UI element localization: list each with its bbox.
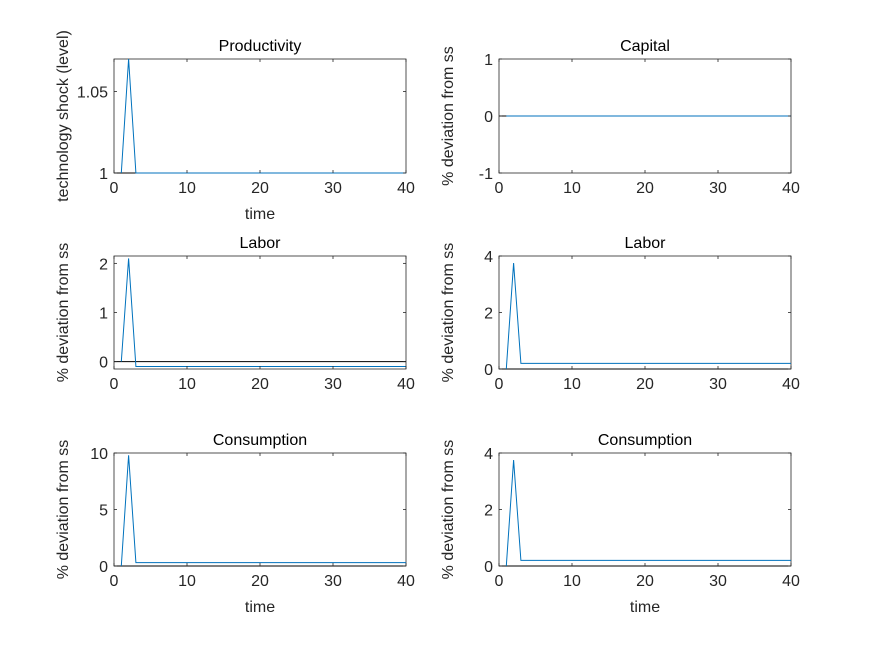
y-tick-label: 10 — [90, 446, 108, 463]
x-tick-label: 10 — [563, 573, 581, 590]
y-tick-label: 4 — [484, 249, 493, 266]
x-tick-label: 30 — [324, 573, 342, 590]
y-tick-label: 2 — [99, 256, 108, 273]
series-line-1 — [120, 455, 406, 567]
x-tick-label: 30 — [709, 180, 727, 197]
x-tick-label: 0 — [110, 573, 119, 590]
series-line-1 — [505, 263, 791, 370]
y-tick-label: 2 — [484, 306, 493, 323]
subplot-title: Labor — [625, 235, 667, 252]
subplot-title: Labor — [240, 235, 282, 252]
axes-box — [113, 452, 407, 567]
x-tick-label: 10 — [563, 376, 581, 393]
x-tick-label: 40 — [782, 573, 800, 590]
y-tick-label: 1 — [99, 306, 108, 323]
y-axis-label: technology shock (level) — [55, 30, 72, 202]
y-axis-label: % deviation from ss — [440, 440, 457, 580]
subplot-3: 0 10 20 30 40 0 1 2 Labor % deviation from ss — [55, 235, 415, 393]
subplot-title: Productivity — [219, 38, 302, 55]
x-axis-label: time — [245, 206, 275, 223]
x-tick-label: 0 — [110, 180, 119, 197]
x-tick-label: 40 — [782, 180, 800, 197]
series-line-1 — [505, 460, 791, 567]
y-tick-label: 0 — [484, 109, 493, 126]
x-tick-label: 20 — [251, 573, 269, 590]
y-tick-label: 0 — [99, 559, 108, 576]
x-tick-label: 30 — [324, 180, 342, 197]
x-tick-label: 30 — [324, 376, 342, 393]
subplot-title: Capital — [620, 38, 670, 55]
x-tick-label: 10 — [178, 180, 196, 197]
subplot-4: 0 10 20 30 40 0 2 4 Labor % deviation from ss — [440, 235, 800, 393]
x-tick-label: 30 — [709, 376, 727, 393]
x-tick-label: 0 — [495, 573, 504, 590]
x-tick-label: 40 — [397, 376, 415, 393]
y-tick-label: 4 — [484, 446, 493, 463]
y-tick-label: -1 — [479, 166, 493, 183]
y-axis-label: % deviation from ss — [55, 243, 72, 383]
x-tick-label: 20 — [251, 376, 269, 393]
subplot-6: 0 10 20 30 40 0 2 4 Consumption time % deviation f… — [440, 432, 800, 616]
y-axis-label: % deviation from ss — [440, 46, 457, 186]
series-line-1 — [120, 58, 406, 174]
y-tick-label: 1.05 — [77, 85, 108, 102]
y-tick-label: 1 — [99, 166, 108, 183]
axes-box — [498, 255, 792, 370]
subplot-5: 0 10 20 30 40 0 5 10 Consumption time % deviation … — [55, 432, 415, 616]
series-line-1 — [120, 258, 406, 368]
y-tick-label: 1 — [484, 52, 493, 69]
x-axis-label: time — [245, 599, 275, 616]
y-axis-label: % deviation from ss — [440, 243, 457, 383]
y-tick-label: 0 — [484, 362, 493, 379]
y-tick-label: 0 — [484, 559, 493, 576]
x-tick-label: 20 — [636, 376, 654, 393]
axes-box — [498, 452, 792, 567]
x-tick-label: 20 — [251, 180, 269, 197]
x-tick-label: 40 — [397, 180, 415, 197]
x-tick-label: 40 — [397, 573, 415, 590]
subplot-grid: 0 10 20 30 4011.05Productivitytimetechnology… — [55, 30, 800, 616]
x-tick-label: 40 — [782, 376, 800, 393]
axes-box — [113, 58, 407, 174]
x-tick-label: 0 — [495, 376, 504, 393]
x-tick-label: 0 — [495, 180, 504, 197]
x-tick-label: 10 — [563, 180, 581, 197]
axes-box — [113, 255, 407, 370]
y-axis-label: % deviation from ss — [55, 440, 72, 580]
subplot-title: Consumption — [598, 432, 692, 449]
subplot-1: 0 10 20 30 40 1 1.05 Productivity time technology… — [55, 30, 415, 223]
x-tick-label: 20 — [636, 180, 654, 197]
x-tick-label: 20 — [636, 573, 654, 590]
subplot-title: Consumption — [213, 432, 307, 449]
x-tick-label: 10 — [178, 376, 196, 393]
x-tick-label: 10 — [178, 573, 196, 590]
y-tick-label: 5 — [99, 503, 108, 520]
x-tick-label: 0 — [110, 376, 119, 393]
y-tick-label: 2 — [484, 503, 493, 520]
x-axis-label: time — [630, 599, 660, 616]
y-tick-label: 0 — [99, 355, 108, 372]
x-tick-label: 30 — [709, 573, 727, 590]
